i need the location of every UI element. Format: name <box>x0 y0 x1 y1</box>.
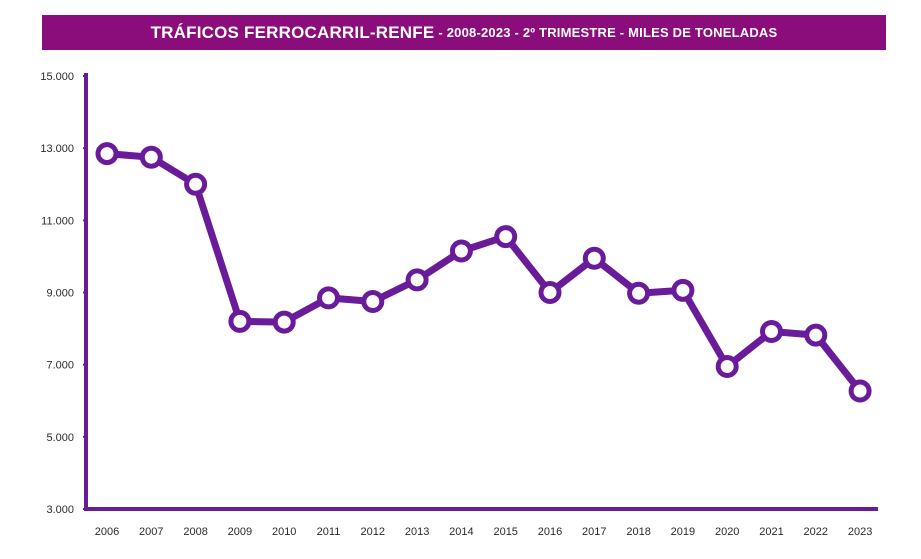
x-tick-label: 2009 <box>228 526 252 538</box>
y-axis-ticks: 3.000 5.000 7.000 9.000 11.000 13.000 15.000 <box>40 71 86 516</box>
data-point-2016 <box>538 281 562 304</box>
chart-title-main: TRÁFICOS FERROCARRIL-RENFE <box>150 22 435 42</box>
x-tick-label: 2021 <box>759 526 783 538</box>
x-tick-label: 2023 <box>848 526 872 538</box>
data-point-2011 <box>317 286 340 310</box>
x-tick-label: 2007 <box>139 526 163 538</box>
y-tick-label: 5.000 <box>46 432 74 444</box>
data-point-2015 <box>494 225 518 249</box>
data-point-2007 <box>139 145 163 169</box>
series-line <box>103 150 864 395</box>
chart-title-sub: - 2008-2023 - 2º TRIMESTRE - MILES DE TO… <box>438 25 778 40</box>
data-point-2018 <box>627 281 651 305</box>
data-point-2014 <box>449 239 473 263</box>
data-point-2006 <box>95 142 119 166</box>
data-point-2013 <box>405 268 429 292</box>
x-tick-label: 2022 <box>804 526 828 538</box>
data-point-2021 <box>760 319 783 343</box>
y-tick-label: 15.000 <box>40 71 74 83</box>
x-tick-label: 2014 <box>449 526 473 538</box>
chart-title: TRÁFICOS FERROCARRIL-RENFE - 2008-2023 -… <box>42 15 886 50</box>
x-tick-label: 2016 <box>538 526 562 538</box>
x-tick-label: 2006 <box>95 526 119 538</box>
x-axis-ticks: 2006 2007 2008 2009 2010 2011 2012 2013 2014 2015… <box>95 526 873 538</box>
x-tick-label: 2008 <box>183 526 207 538</box>
x-tick-label: 2010 <box>272 526 296 538</box>
data-point-2017 <box>582 246 606 270</box>
x-tick-label: 2017 <box>582 526 606 538</box>
x-tick-label: 2020 <box>715 526 739 538</box>
x-tick-label: 2015 <box>493 526 517 538</box>
series-markers <box>95 142 872 403</box>
data-point-2012 <box>361 290 385 314</box>
data-point-2009 <box>228 309 252 333</box>
y-tick-label: 13.000 <box>40 143 74 155</box>
y-tick-label: 9.000 <box>46 288 74 300</box>
x-tick-label: 2011 <box>317 526 341 538</box>
data-point-2008 <box>184 172 208 196</box>
x-tick-label: 2018 <box>626 526 650 538</box>
x-tick-label: 2013 <box>405 526 429 538</box>
data-point-2019 <box>671 278 695 302</box>
y-tick-label: 7.000 <box>46 360 74 372</box>
data-point-2020 <box>715 354 739 378</box>
data-point-2010 <box>272 310 296 334</box>
x-tick-label: 2012 <box>361 526 385 538</box>
y-tick-label: 11.000 <box>41 215 74 227</box>
data-point-2022 <box>804 323 828 347</box>
x-tick-label: 2019 <box>671 526 695 538</box>
data-point-2023 <box>848 379 872 403</box>
y-tick-label: 3.000 <box>46 504 74 516</box>
